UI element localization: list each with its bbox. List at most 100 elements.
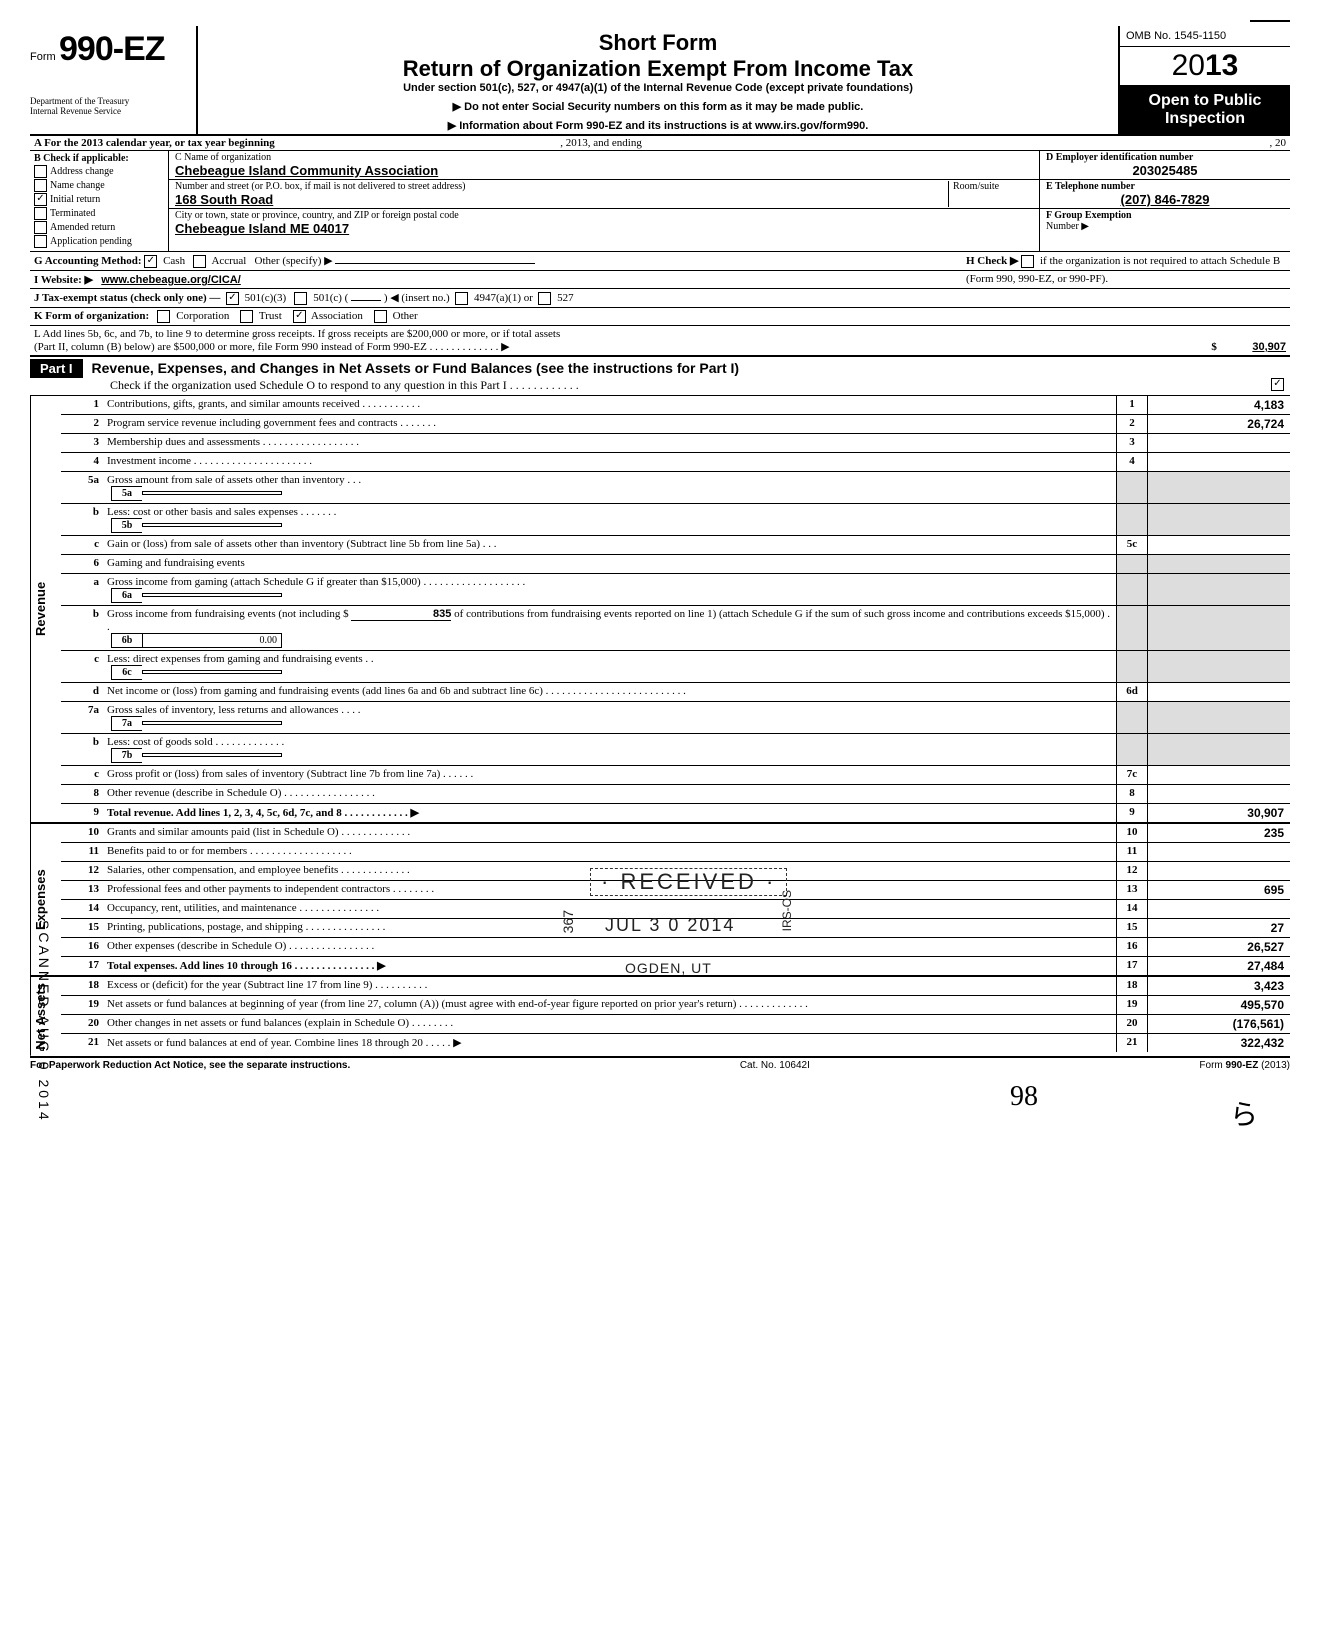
row-g-accounting: G Accounting Method: Cash Accrual Other … [30,252,1290,271]
line-2: 2 Program service revenue including gove… [61,414,1290,433]
row-j-tax-status: J Tax-exempt status (check only one) — 5… [30,289,1290,308]
line-8-amount [1148,785,1290,803]
revenue-side-label: Revenue [30,396,61,822]
row-i-website: I Website: ▶ www.chebeague.org/CICA/ (Fo… [30,271,1290,289]
chk-corporation[interactable] [157,310,170,323]
chk-other-org[interactable] [374,310,387,323]
line-5c-amount [1148,536,1290,554]
street-address: 168 South Road [175,192,273,207]
part-1-badge: Part I [30,359,83,378]
col-de-ein-phone: D Employer identification number 2030254… [1039,151,1290,251]
chk-501c[interactable] [294,292,307,305]
chk-name-change[interactable] [34,179,47,192]
chk-schedule-b[interactable] [1021,255,1034,268]
line-13-amount: 695 [1148,881,1290,899]
group-exemption-label: F Group Exemption [1046,210,1132,221]
line-20: 20 Other changes in net assets or fund b… [61,1014,1290,1033]
col-b-checkboxes: B Check if applicable: Address change Na… [30,151,169,251]
line-9-amount: 30,907 [1148,804,1290,822]
line-12: 12 Salaries, other compensation, and emp… [61,861,1290,880]
chk-initial-return[interactable] [34,193,47,206]
ein-label: D Employer identification number [1046,152,1193,163]
chk-trust[interactable] [240,310,253,323]
line-18: 18 Excess or (deficit) for the year (Sub… [61,977,1290,995]
line-21: 21 Net assets or fund balances at end of… [61,1033,1290,1052]
line-6b-contributions: 835 [351,608,451,621]
dept-text: Department of the Treasury Internal Reve… [30,97,190,117]
chk-application-pending[interactable] [34,235,47,248]
chk-amended-return[interactable] [34,221,47,234]
line-16: 16 Other expenses (describe in Schedule … [61,937,1290,956]
phone-label: E Telephone number [1046,181,1135,192]
line-5b: b Less: cost or other basis and sales ex… [61,503,1290,535]
line-6c: c Less: direct expenses from gaming and … [61,650,1290,682]
line-6a: a Gross income from gaming (attach Sched… [61,573,1290,605]
line-9: 9 Total revenue. Add lines 1, 2, 3, 4, 5… [61,803,1290,822]
form-number: 990-EZ [59,30,165,68]
line-7c-amount [1148,766,1290,784]
room-label: Room/suite [953,181,999,192]
part-1-header: Part I Revenue, Expenses, and Changes in… [30,357,1290,396]
line-3: 3 Membership dues and assessments . . . … [61,433,1290,452]
chk-terminated[interactable] [34,207,47,220]
page-footer: For Paperwork Reduction Act Notice, see … [30,1058,1290,1071]
ein-value: 203025485 [1046,163,1284,178]
line-1-amount: 4,183 [1148,396,1290,414]
line-4-amount [1148,453,1290,471]
website-url: www.chebeague.org/CICA/ [101,274,241,286]
chk-address-change[interactable] [34,165,47,178]
c-label: C Name of organization [175,152,271,163]
line-8: 8 Other revenue (describe in Schedule O)… [61,784,1290,803]
chk-527[interactable] [538,292,551,305]
line-20-amount: (176,561) [1148,1015,1290,1033]
line-2-amount: 26,724 [1148,415,1290,433]
line-3-amount [1148,434,1290,452]
return-title: Return of Organization Exempt From Incom… [208,56,1108,82]
row-k-org-form: K Form of organization: Corporation Trus… [30,308,1290,326]
chk-association[interactable] [293,310,306,323]
short-form-label: Short Form [208,30,1108,56]
line-13: 13 Professional fees and other payments … [61,880,1290,899]
chk-schedule-o-part1[interactable] [1271,378,1284,391]
phone-value: (207) 846-7829 [1046,192,1284,207]
ssn-warning: ▶ Do not enter Social Security numbers o… [208,100,1108,113]
expenses-section: Expenses 10 Grants and similar amounts p… [30,824,1290,977]
line-5a: 5a Gross amount from sale of assets othe… [61,471,1290,503]
chk-501c3[interactable] [226,292,239,305]
gross-receipts-amount: 30,907 [1252,341,1286,353]
line-15: 15 Printing, publications, postage, and … [61,918,1290,937]
city-label: City or town, state or province, country… [175,210,459,221]
chk-cash[interactable] [144,255,157,268]
info-url: ▶ Information about Form 990-EZ and its … [208,119,1108,132]
line-10: 10 Grants and similar amounts paid (list… [61,824,1290,842]
line-10-amount: 235 [1148,824,1290,842]
line-6b-value: 0.00 [142,633,282,648]
line-19: 19 Net assets or fund balances at beginn… [61,995,1290,1014]
line-14-amount [1148,900,1290,918]
row-l-gross-receipts: L Add lines 5b, 6c, and 7b, to line 9 to… [30,326,1290,357]
line-17-amount: 27,484 [1148,957,1290,975]
net-assets-section: Net Assets 18 Excess or (deficit) for th… [30,977,1290,1058]
line-15-amount: 27 [1148,919,1290,937]
form-word: Form [30,51,56,63]
line-18-amount: 3,423 [1148,977,1290,995]
city-state-zip: Chebeague Island ME 04017 [175,221,349,236]
line-12-amount [1148,862,1290,880]
line-7b: b Less: cost of goods sold . . . . . . .… [61,733,1290,765]
line-6b: b Gross income from fundraising events (… [61,605,1290,650]
revenue-section: Revenue 1 Contributions, gifts, grants, … [30,396,1290,824]
line-5c: c Gain or (loss) from sale of assets oth… [61,535,1290,554]
chk-4947a1[interactable] [455,292,468,305]
row-a-tax-year: A For the 2013 calendar year, or tax yea… [30,136,1290,151]
organization-name: Chebeague Island Community Association [175,163,438,178]
line-1: 1 Contributions, gifts, grants, and simi… [61,396,1290,414]
col-c-name-address: C Name of organization Chebeague Island … [169,151,1039,251]
form-year-block: OMB No. 1545-1150 2013 Open to Public In… [1118,26,1290,134]
scanned-stamp: SCANNED AUG 0 2014 [36,920,52,1123]
form-id-block: Form 990-EZ Department of the Treasury I… [30,26,198,134]
chk-accrual[interactable] [193,255,206,268]
entity-info-block: B Check if applicable: Address change Na… [30,151,1290,252]
form-title-block: Short Form Return of Organization Exempt… [198,26,1118,134]
form-header: Form 990-EZ Department of the Treasury I… [30,26,1290,136]
line-6: 6 Gaming and fundraising events [61,554,1290,573]
